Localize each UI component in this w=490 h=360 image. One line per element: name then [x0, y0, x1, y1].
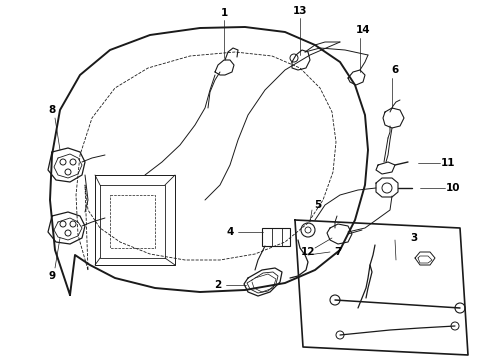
Text: 8: 8 [49, 105, 56, 115]
Bar [262, 228, 290, 246]
Text: 5: 5 [315, 200, 321, 210]
Text: 6: 6 [392, 65, 399, 75]
Text: 13: 13 [293, 6, 307, 16]
Text: 11: 11 [441, 158, 455, 168]
Text: 3: 3 [410, 233, 417, 243]
Text: 12: 12 [301, 247, 315, 257]
Text: 14: 14 [356, 25, 370, 35]
Text: 7: 7 [334, 247, 342, 257]
Text: 1: 1 [220, 8, 228, 18]
Text: 9: 9 [49, 271, 55, 281]
Text: 2: 2 [215, 280, 221, 290]
Text: 10: 10 [446, 183, 460, 193]
Text: 4: 4 [226, 227, 234, 237]
